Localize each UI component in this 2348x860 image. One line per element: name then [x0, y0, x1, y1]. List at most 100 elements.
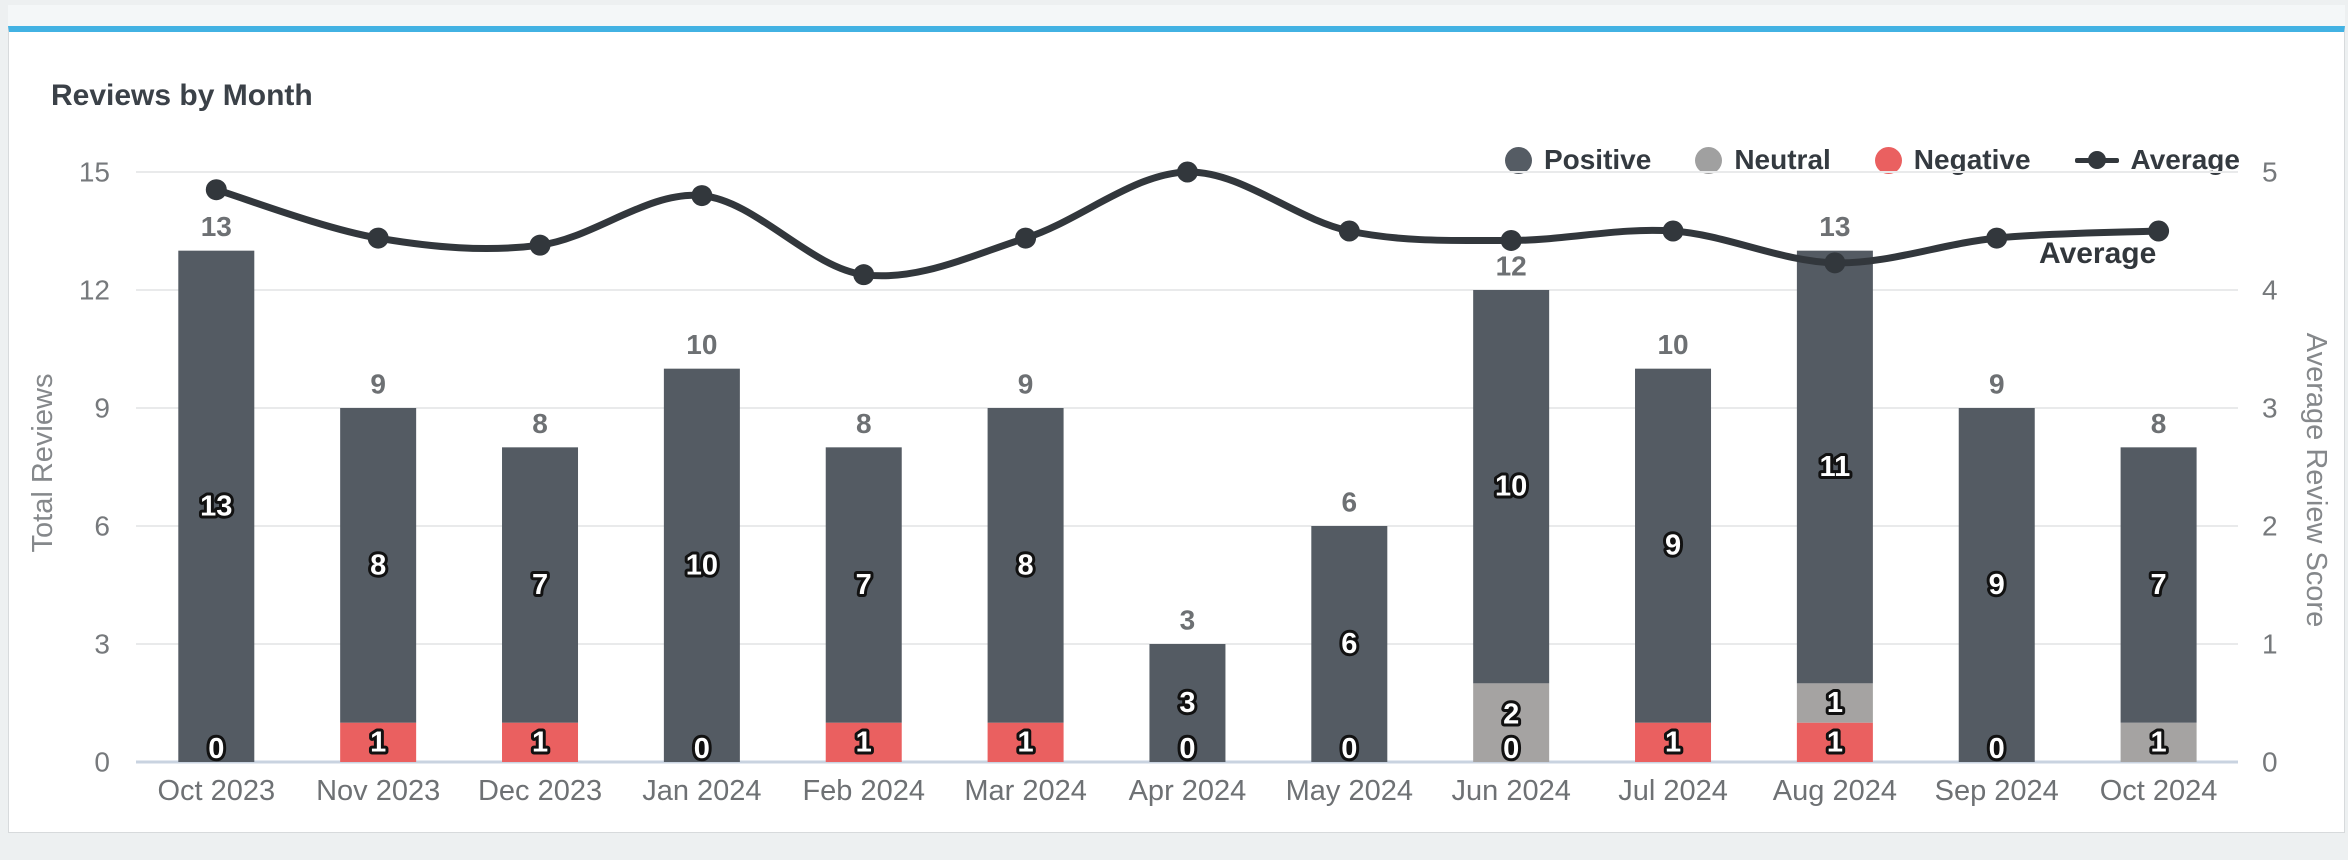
bar-value-label-positive: 10 — [686, 549, 718, 581]
bar-segment-negative[interactable] — [340, 722, 417, 762]
average-line-point[interactable] — [1986, 227, 2008, 249]
average-line-point[interactable] — [1662, 220, 1684, 242]
x-axis-label: Apr 2024 — [1129, 775, 1247, 807]
x-axis-label: Oct 2023 — [157, 775, 275, 807]
average-line-point[interactable] — [529, 234, 551, 256]
bar-value-label-negative: 1 — [1018, 726, 1034, 758]
bar-value-label-positive: 3 — [1179, 687, 1195, 719]
bar-value-label-positive: 7 — [532, 569, 548, 601]
average-line-point[interactable] — [367, 227, 389, 249]
bar-total-label: 13 — [201, 211, 232, 242]
bar-segment-negative[interactable] — [1635, 722, 1712, 762]
legend-item-positive[interactable]: Positive — [1504, 144, 1651, 176]
bar-value-label-positive: 8 — [1018, 549, 1034, 581]
bar-segment-negative[interactable] — [987, 722, 1064, 762]
bar-value-label-negative: 0 — [1989, 733, 2005, 765]
bar-segment-positive[interactable] — [502, 447, 579, 723]
bar-total-label: 3 — [1180, 605, 1196, 636]
x-axis-label: Nov 2023 — [316, 775, 440, 807]
bar-total-label: 8 — [2151, 408, 2167, 439]
bar-total-label: 8 — [856, 408, 872, 439]
bar-segment-neutral[interactable] — [1796, 683, 1873, 723]
bar-segment-positive[interactable] — [178, 250, 255, 762]
average-series-label: Average — [2039, 237, 2156, 270]
bar-segment-positive[interactable] — [1958, 408, 2035, 762]
bar-segment-neutral[interactable] — [2120, 722, 2197, 762]
y-right-tick-label: 5 — [2262, 157, 2278, 188]
average-line-point[interactable] — [853, 264, 875, 286]
x-axis-label: Mar 2024 — [964, 775, 1087, 807]
bar-segment-positive[interactable] — [1796, 250, 1873, 684]
y-left-tick-label: 9 — [94, 393, 110, 424]
bar-value-label-neutral: 1 — [1827, 687, 1843, 719]
bar-total-label: 12 — [1496, 251, 1527, 282]
average-line-point[interactable] — [1176, 161, 1198, 183]
legend-item-average[interactable]: Average — [2074, 144, 2240, 176]
bar-value-label-positive: 7 — [2151, 569, 2167, 601]
y-left-tick-label: 15 — [79, 157, 110, 188]
positive-swatch-icon — [1504, 146, 1532, 174]
bar-value-label-negative: 0 — [694, 733, 710, 765]
average-line-point[interactable] — [1500, 229, 1522, 251]
negative-swatch-icon — [1874, 146, 1902, 174]
bar-total-label: 10 — [686, 329, 717, 360]
x-axis-label: Jul 2024 — [1618, 775, 1728, 807]
y-right-tick-label: 1 — [2262, 629, 2278, 660]
bar-segment-positive[interactable] — [663, 368, 740, 762]
bar-segment-positive[interactable] — [1311, 526, 1388, 762]
bar-segment-positive[interactable] — [987, 408, 1064, 723]
bar-value-label-positive: 7 — [856, 569, 872, 601]
x-axis-label: Feb 2024 — [802, 775, 925, 807]
bar-value-label-positive: 9 — [1989, 569, 2005, 601]
legend-label: Neutral — [1734, 144, 1831, 175]
y-left-tick-label: 0 — [94, 747, 110, 778]
y-right-tick-label: 3 — [2262, 393, 2278, 424]
bar-total-label: 6 — [1342, 487, 1358, 518]
average-line-point[interactable] — [1824, 252, 1846, 274]
average-line-point[interactable] — [691, 185, 713, 207]
legend-label: Average — [2130, 144, 2240, 175]
bar-value-label-neutral: 2 — [1503, 699, 1519, 731]
legend-item-negative[interactable]: Negative — [1874, 144, 2031, 176]
bar-value-label-negative: 1 — [1665, 726, 1681, 758]
y-right-tick-label: 4 — [2262, 275, 2278, 306]
bar-value-label-positive: 6 — [1341, 628, 1357, 660]
y-right-tick-label: 0 — [2262, 747, 2278, 778]
bar-segment-positive[interactable] — [1473, 290, 1550, 684]
top-strip — [8, 5, 2345, 26]
x-axis-label: Dec 2023 — [478, 775, 602, 807]
legend-label: Negative — [1913, 144, 2031, 175]
average-line-icon — [2074, 147, 2119, 174]
bar-value-label-positive: 9 — [1665, 530, 1681, 562]
x-axis-label: Aug 2024 — [1773, 775, 1897, 807]
y-left-tick-label: 6 — [94, 511, 110, 542]
bar-segment-neutral[interactable] — [1473, 683, 1550, 762]
bar-value-label-positive: 8 — [370, 549, 386, 581]
bar-value-label-negative: 1 — [856, 726, 872, 758]
bar-segment-positive[interactable] — [1635, 368, 1712, 723]
bar-segment-positive[interactable] — [340, 408, 417, 723]
bar-segment-positive[interactable] — [825, 447, 902, 723]
bar-total-label: 9 — [1018, 369, 1034, 400]
bar-value-label-positive: 11 — [1820, 451, 1851, 483]
average-line-point[interactable] — [205, 179, 227, 201]
bar-value-label-negative: 1 — [532, 726, 548, 758]
bar-segment-negative[interactable] — [502, 722, 579, 762]
bar-total-label: 9 — [370, 369, 386, 400]
chart-legend: Positive Neutral Negative Average — [1504, 144, 2240, 176]
average-line-point[interactable] — [1015, 227, 1037, 249]
bar-segment-positive[interactable] — [1149, 644, 1226, 762]
bar-value-label-positive: 10 — [1495, 471, 1527, 503]
average-line-point[interactable] — [1338, 220, 1360, 242]
bar-total-label: 8 — [532, 408, 548, 439]
bar-segment-positive[interactable] — [2120, 447, 2197, 723]
bar-segment-negative[interactable] — [825, 722, 902, 762]
legend-item-neutral[interactable]: Neutral — [1695, 144, 1831, 176]
y-left-axis-title: Total Reviews — [27, 374, 59, 553]
average-line-point[interactable] — [2148, 220, 2170, 242]
bar-value-label-negative: 1 — [370, 726, 386, 758]
bar-total-label: 10 — [1657, 329, 1688, 360]
bar-segment-negative[interactable] — [1796, 722, 1873, 762]
bar-total-label: 9 — [1989, 369, 2005, 400]
